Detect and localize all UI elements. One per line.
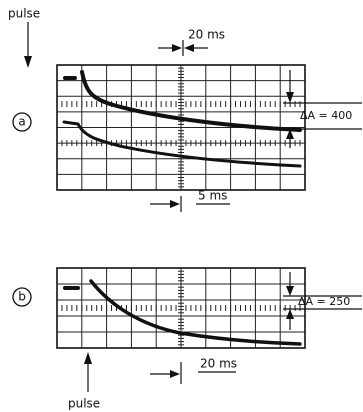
arrow-head	[286, 309, 294, 319]
arrow-head	[172, 44, 182, 52]
delta-label: ΔA = 250	[298, 295, 350, 308]
arrow-head	[170, 370, 180, 378]
arrow-head	[286, 92, 294, 103]
arrow-head	[184, 44, 194, 52]
pulse-label: pulse	[68, 397, 100, 411]
arrow-head	[170, 200, 180, 208]
arrow-head	[24, 56, 32, 68]
panel-label: b	[18, 290, 26, 304]
figure: pulse 20 ms ΔA = 400 a 5 ms ΔA = 250 b 2…	[0, 0, 363, 412]
time-label: 20 ms	[188, 28, 225, 42]
time-label: 20 ms	[200, 357, 237, 371]
arrow-head	[84, 352, 92, 364]
arrow-head	[286, 286, 294, 296]
grid-b	[57, 268, 305, 348]
trace-b	[91, 281, 300, 344]
panel-label: a	[18, 115, 25, 129]
delta-label: ΔA = 400	[300, 109, 352, 122]
time-label: 5 ms	[198, 189, 227, 203]
pulse-label: pulse	[8, 7, 40, 21]
